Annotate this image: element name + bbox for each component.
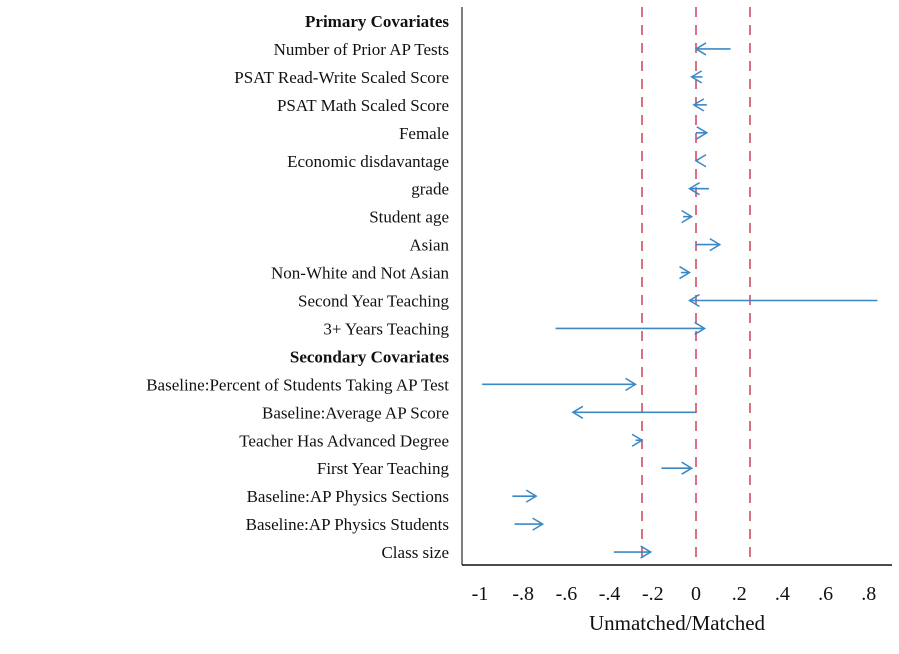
covariate-arrow: [692, 98, 707, 112]
x-tick-label: -.2: [642, 583, 664, 605]
arrow-head: [694, 154, 707, 168]
covariate-arrow: [679, 265, 691, 280]
arrow-head: [694, 42, 707, 56]
arrow-head: [692, 98, 705, 112]
arrow-head: [525, 489, 538, 503]
row-label: Class size: [381, 543, 449, 562]
x-tick-label: -.4: [599, 583, 621, 605]
x-tick-label: .4: [775, 583, 790, 605]
row-label: Number of Prior AP Tests: [274, 40, 449, 59]
section-header-label: Secondary Covariates: [290, 347, 450, 366]
arrow-head: [688, 293, 700, 308]
row-label: Second Year Teaching: [298, 292, 449, 311]
row-label: Asian: [409, 236, 449, 255]
covariate-arrow: [571, 405, 696, 419]
covariate-arrow: [696, 237, 722, 252]
arrow-head: [679, 265, 691, 280]
arrow-head: [640, 545, 653, 559]
arrow-head: [681, 210, 694, 224]
covariate-arrow: [661, 461, 694, 475]
arrow-head: [625, 377, 637, 391]
covariate-arrow: [613, 545, 653, 559]
arrow-head: [709, 237, 722, 252]
covariate-arrow: [696, 126, 709, 140]
covariate-arrow: [694, 42, 731, 56]
row-label: Baseline:AP Physics Students: [246, 515, 449, 534]
covariate-arrow: [690, 70, 703, 84]
row-label: Economic disdavantage: [287, 152, 449, 171]
covariate-arrow: [555, 321, 707, 336]
x-tick-label: -.6: [556, 583, 578, 605]
covariate-arrow: [482, 377, 637, 391]
row-label: grade: [411, 180, 449, 199]
section-header-label: Primary Covariates: [305, 12, 449, 31]
arrow-head: [688, 182, 700, 196]
x-tick-label: -.8: [512, 583, 534, 605]
x-tick-labels: -1 -.8 -.6 -.4 -.2 0 .2 .4 .6 .8: [472, 583, 877, 605]
arrow-head: [532, 517, 545, 531]
covariate-arrow: [681, 210, 694, 224]
arrow-head: [571, 405, 584, 419]
x-tick-label: .2: [732, 583, 747, 605]
row-label: 3+ Years Teaching: [323, 319, 449, 338]
arrow-head: [631, 433, 644, 447]
covariate-arrow: [694, 154, 707, 168]
x-axis-title: Unmatched/Matched: [589, 611, 766, 635]
row-label: Student age: [369, 208, 449, 227]
arrow-head: [690, 70, 703, 84]
row-label: Baseline:Percent of Students Taking AP T…: [146, 375, 449, 394]
row-label: Baseline:Average AP Score: [262, 403, 449, 422]
covariate-arrow: [688, 293, 878, 308]
covariate-arrow: [514, 517, 545, 531]
arrow-head: [694, 321, 707, 336]
row-label: Female: [399, 124, 449, 143]
arrow-head: [681, 461, 694, 475]
x-tick-label: 0: [691, 583, 701, 605]
x-tick-label: .6: [818, 583, 833, 605]
row-label: PSAT Math Scaled Score: [277, 96, 449, 115]
covariate-arrow: [631, 433, 644, 447]
covariate-arrow: [688, 182, 709, 196]
arrows: [482, 42, 878, 559]
row-labels: Primary Covariates Number of Prior AP Tes…: [146, 12, 449, 562]
x-tick-label: -1: [472, 583, 489, 605]
covariate-arrow: [512, 489, 538, 503]
row-label: Non-White and Not Asian: [271, 264, 449, 283]
reference-lines: [641, 7, 751, 565]
row-label: PSAT Read-Write Scaled Score: [234, 68, 449, 87]
row-label: First Year Teaching: [317, 459, 450, 478]
row-label: Teacher Has Advanced Degree: [239, 431, 449, 450]
arrow-head: [696, 126, 709, 140]
row-label: Baseline:AP Physics Sections: [247, 487, 449, 506]
x-tick-label: .8: [861, 583, 876, 605]
